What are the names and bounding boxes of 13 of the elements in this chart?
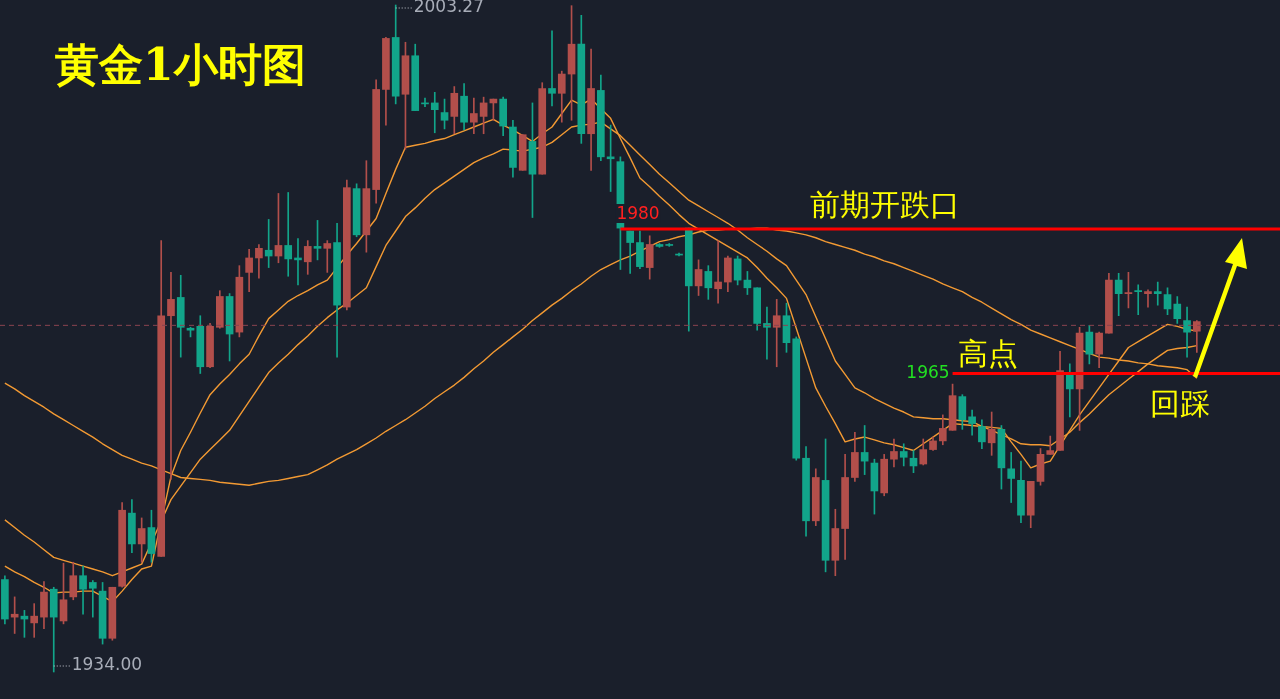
annotation: 高点 [958,335,1018,371]
annotation: 前期开跌口 [810,187,960,223]
ref-line-label: 1980 [616,202,660,223]
annotation: 回踩 [1150,385,1210,421]
text: 黄金1小时图 [55,39,306,90]
annotation: 1934.00 [71,654,143,675]
candlestick [1153,281,1162,306]
annotation: 2003.27 [413,0,484,17]
candlestick [665,243,674,247]
candlestick [518,134,527,171]
ref-line-label: 1965 [906,362,950,383]
candlestick [1144,289,1152,308]
candlestick [1134,284,1143,316]
